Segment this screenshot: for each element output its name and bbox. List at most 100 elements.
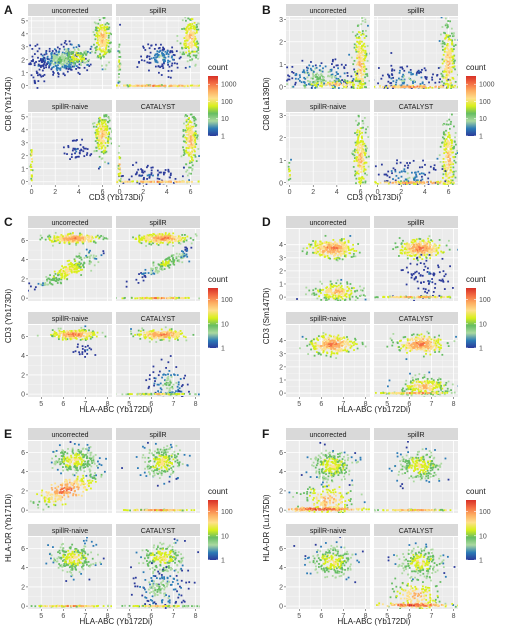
data-point [142,279,145,282]
data-point [82,264,84,267]
data-point [397,84,400,87]
data-point [181,19,184,22]
data-point [181,253,184,255]
data-point [140,238,142,241]
data-point [105,150,108,153]
data-point [192,159,194,162]
data-point [183,42,186,45]
data-point [99,136,101,139]
data-point [41,284,44,287]
data-point [155,297,158,300]
data-point [193,137,195,140]
data-point [451,59,454,62]
data-point [387,170,390,173]
data-point [327,75,329,78]
data-point [65,237,68,240]
data-point [379,181,382,184]
data-point [150,233,152,236]
data-point [364,181,367,184]
data-point [360,23,363,26]
data-point [117,50,120,53]
data-point [190,142,193,145]
data-point [409,86,412,88]
data-point [188,117,190,119]
data-point [100,36,102,39]
data-point [358,166,361,168]
data-point [445,96,447,98]
data-point [71,233,74,236]
data-point [362,83,365,86]
data-point [30,152,33,155]
data-point [59,57,61,60]
data-point [99,124,102,127]
data-point [461,85,463,87]
data-point [174,235,177,238]
data-point [365,150,368,152]
data-point [101,133,103,136]
data-point [58,329,61,332]
y-tick-label: 2 [21,153,25,160]
data-point [48,50,51,53]
data-point [327,96,329,98]
data-point [447,34,450,37]
data-point [48,278,51,281]
data-point [363,162,366,165]
data-point [355,157,358,160]
data-point [325,84,328,86]
data-point [314,90,316,92]
data-point [320,82,323,85]
data-point [358,47,361,50]
data-point [391,172,393,175]
data-point [119,166,121,169]
data-point [445,66,448,69]
data-point [159,85,162,87]
data-point [163,60,166,63]
data-point [190,42,193,45]
data-point [77,48,80,50]
data-point [365,54,368,57]
data-point [143,170,146,173]
data-point [72,51,75,53]
data-point [57,279,60,282]
data-point [32,58,34,61]
data-point [355,48,357,51]
data-point [93,43,95,46]
data-point [444,180,447,183]
data-point [76,239,79,242]
data-point [388,181,391,184]
data-point [164,258,167,261]
data-point [134,84,137,87]
data-point [100,121,103,124]
data-point [446,120,449,122]
data-point [71,51,74,53]
data-point [87,59,89,62]
data-point [167,297,169,300]
data-point [58,271,61,274]
data-point [356,87,359,89]
data-point [133,85,136,87]
data-point [60,234,63,236]
data-point [57,236,60,239]
data-point [442,182,445,185]
data-point [424,77,427,79]
data-point [103,115,106,118]
data-point [288,168,291,170]
data-point [79,232,81,235]
data-point [194,44,196,47]
data-point [185,35,187,38]
data-point [444,47,447,50]
data-point [77,51,80,54]
data-point [477,182,479,184]
data-point [77,49,80,51]
data-point [107,50,110,53]
data-point [57,75,60,78]
data-point [442,173,445,176]
data-point [357,143,360,146]
data-point [72,238,75,241]
data-point [399,66,402,69]
data-point [319,64,321,67]
data-point [186,169,189,172]
data-point [169,51,172,54]
data-point [408,94,410,96]
